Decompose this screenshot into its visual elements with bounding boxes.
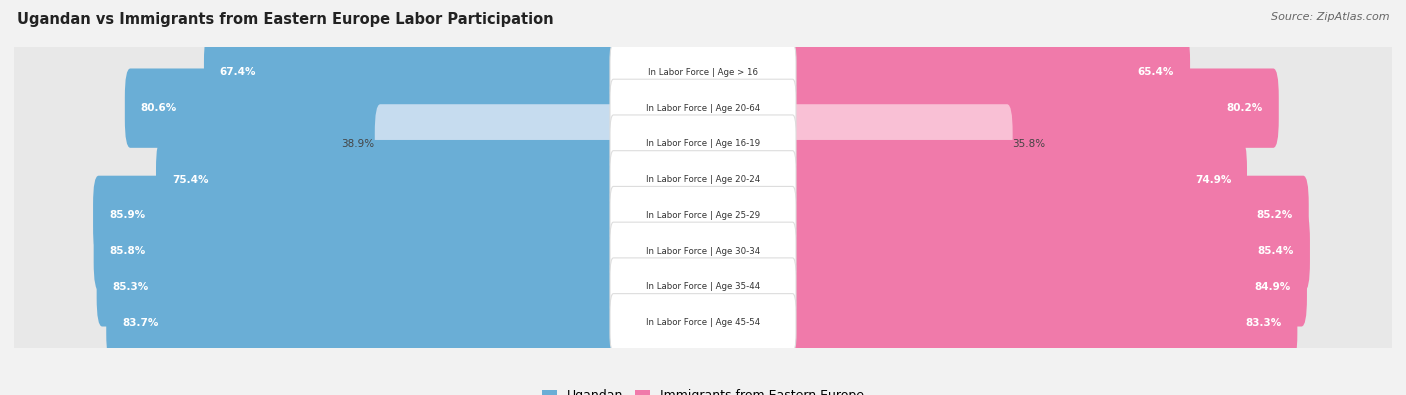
- FancyBboxPatch shape: [610, 293, 796, 352]
- FancyBboxPatch shape: [610, 115, 796, 173]
- Text: 80.2%: 80.2%: [1226, 103, 1263, 113]
- Text: Source: ZipAtlas.com: Source: ZipAtlas.com: [1271, 12, 1389, 22]
- FancyBboxPatch shape: [107, 283, 619, 362]
- FancyBboxPatch shape: [610, 43, 796, 102]
- FancyBboxPatch shape: [8, 122, 1398, 237]
- Text: 85.8%: 85.8%: [110, 246, 146, 256]
- Text: 80.6%: 80.6%: [141, 103, 177, 113]
- Text: 75.4%: 75.4%: [172, 175, 208, 184]
- Text: 65.4%: 65.4%: [1137, 68, 1174, 77]
- Text: In Labor Force | Age > 16: In Labor Force | Age > 16: [648, 68, 758, 77]
- FancyBboxPatch shape: [610, 186, 796, 245]
- FancyBboxPatch shape: [8, 87, 1398, 201]
- Text: In Labor Force | Age 20-64: In Labor Force | Age 20-64: [645, 103, 761, 113]
- FancyBboxPatch shape: [787, 211, 1310, 291]
- FancyBboxPatch shape: [610, 258, 796, 316]
- Text: In Labor Force | Age 20-24: In Labor Force | Age 20-24: [645, 175, 761, 184]
- FancyBboxPatch shape: [8, 265, 1398, 380]
- FancyBboxPatch shape: [787, 104, 1012, 184]
- FancyBboxPatch shape: [610, 150, 796, 209]
- Text: Ugandan vs Immigrants from Eastern Europe Labor Participation: Ugandan vs Immigrants from Eastern Europ…: [17, 12, 554, 27]
- FancyBboxPatch shape: [787, 283, 1298, 362]
- FancyBboxPatch shape: [787, 140, 1247, 219]
- Text: In Labor Force | Age 25-29: In Labor Force | Age 25-29: [645, 211, 761, 220]
- FancyBboxPatch shape: [94, 211, 619, 291]
- Text: 74.9%: 74.9%: [1195, 175, 1232, 184]
- FancyBboxPatch shape: [610, 222, 796, 280]
- FancyBboxPatch shape: [8, 229, 1398, 344]
- FancyBboxPatch shape: [156, 140, 619, 219]
- Text: In Labor Force | Age 30-34: In Labor Force | Age 30-34: [645, 246, 761, 256]
- Text: 85.3%: 85.3%: [112, 282, 149, 292]
- FancyBboxPatch shape: [610, 79, 796, 137]
- FancyBboxPatch shape: [8, 194, 1398, 308]
- FancyBboxPatch shape: [204, 33, 619, 112]
- Text: 35.8%: 35.8%: [1012, 139, 1046, 149]
- FancyBboxPatch shape: [787, 176, 1309, 255]
- Text: 85.4%: 85.4%: [1258, 246, 1294, 256]
- FancyBboxPatch shape: [375, 104, 619, 184]
- FancyBboxPatch shape: [8, 15, 1398, 130]
- Text: 83.3%: 83.3%: [1246, 318, 1281, 327]
- FancyBboxPatch shape: [8, 158, 1398, 273]
- Legend: Ugandan, Immigrants from Eastern Europe: Ugandan, Immigrants from Eastern Europe: [537, 384, 869, 395]
- Text: 83.7%: 83.7%: [122, 318, 159, 327]
- Text: 85.2%: 85.2%: [1257, 211, 1294, 220]
- Text: In Labor Force | Age 16-19: In Labor Force | Age 16-19: [645, 139, 761, 149]
- FancyBboxPatch shape: [125, 68, 619, 148]
- Text: 84.9%: 84.9%: [1254, 282, 1291, 292]
- FancyBboxPatch shape: [97, 247, 619, 327]
- Text: 38.9%: 38.9%: [342, 139, 375, 149]
- Text: 67.4%: 67.4%: [219, 68, 256, 77]
- FancyBboxPatch shape: [787, 247, 1308, 327]
- Text: In Labor Force | Age 45-54: In Labor Force | Age 45-54: [645, 318, 761, 327]
- Text: In Labor Force | Age 35-44: In Labor Force | Age 35-44: [645, 282, 761, 292]
- FancyBboxPatch shape: [787, 33, 1189, 112]
- FancyBboxPatch shape: [93, 176, 619, 255]
- FancyBboxPatch shape: [8, 51, 1398, 166]
- FancyBboxPatch shape: [787, 68, 1279, 148]
- Text: 85.9%: 85.9%: [108, 211, 145, 220]
